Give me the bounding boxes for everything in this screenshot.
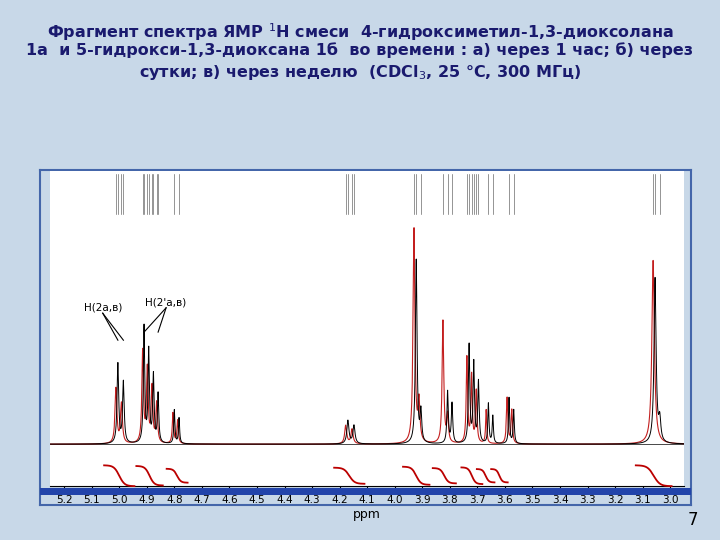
Text: H(2'а,в): H(2'а,в) [145, 297, 186, 307]
Text: H(2а,в): H(2а,в) [84, 302, 122, 313]
Text: 1а  и 5-гидрокси-1,3-диоксана 1б  во времени : а) через 1 час; б) через: 1а и 5-гидрокси-1,3-диоксана 1б во време… [27, 42, 693, 58]
Text: Фрагмент спектра ЯМР $^{1}$Н смеси  4-гидроксиметил-1,3-диоксолана: Фрагмент спектра ЯМР $^{1}$Н смеси 4-гид… [47, 22, 673, 43]
Text: 7: 7 [688, 511, 698, 529]
X-axis label: ppm: ppm [354, 508, 381, 521]
Text: сутки; в) через неделю  (CDCl$_{3}$, 25 °C, 300 МГц): сутки; в) через неделю (CDCl$_{3}$, 25 °… [139, 63, 581, 82]
